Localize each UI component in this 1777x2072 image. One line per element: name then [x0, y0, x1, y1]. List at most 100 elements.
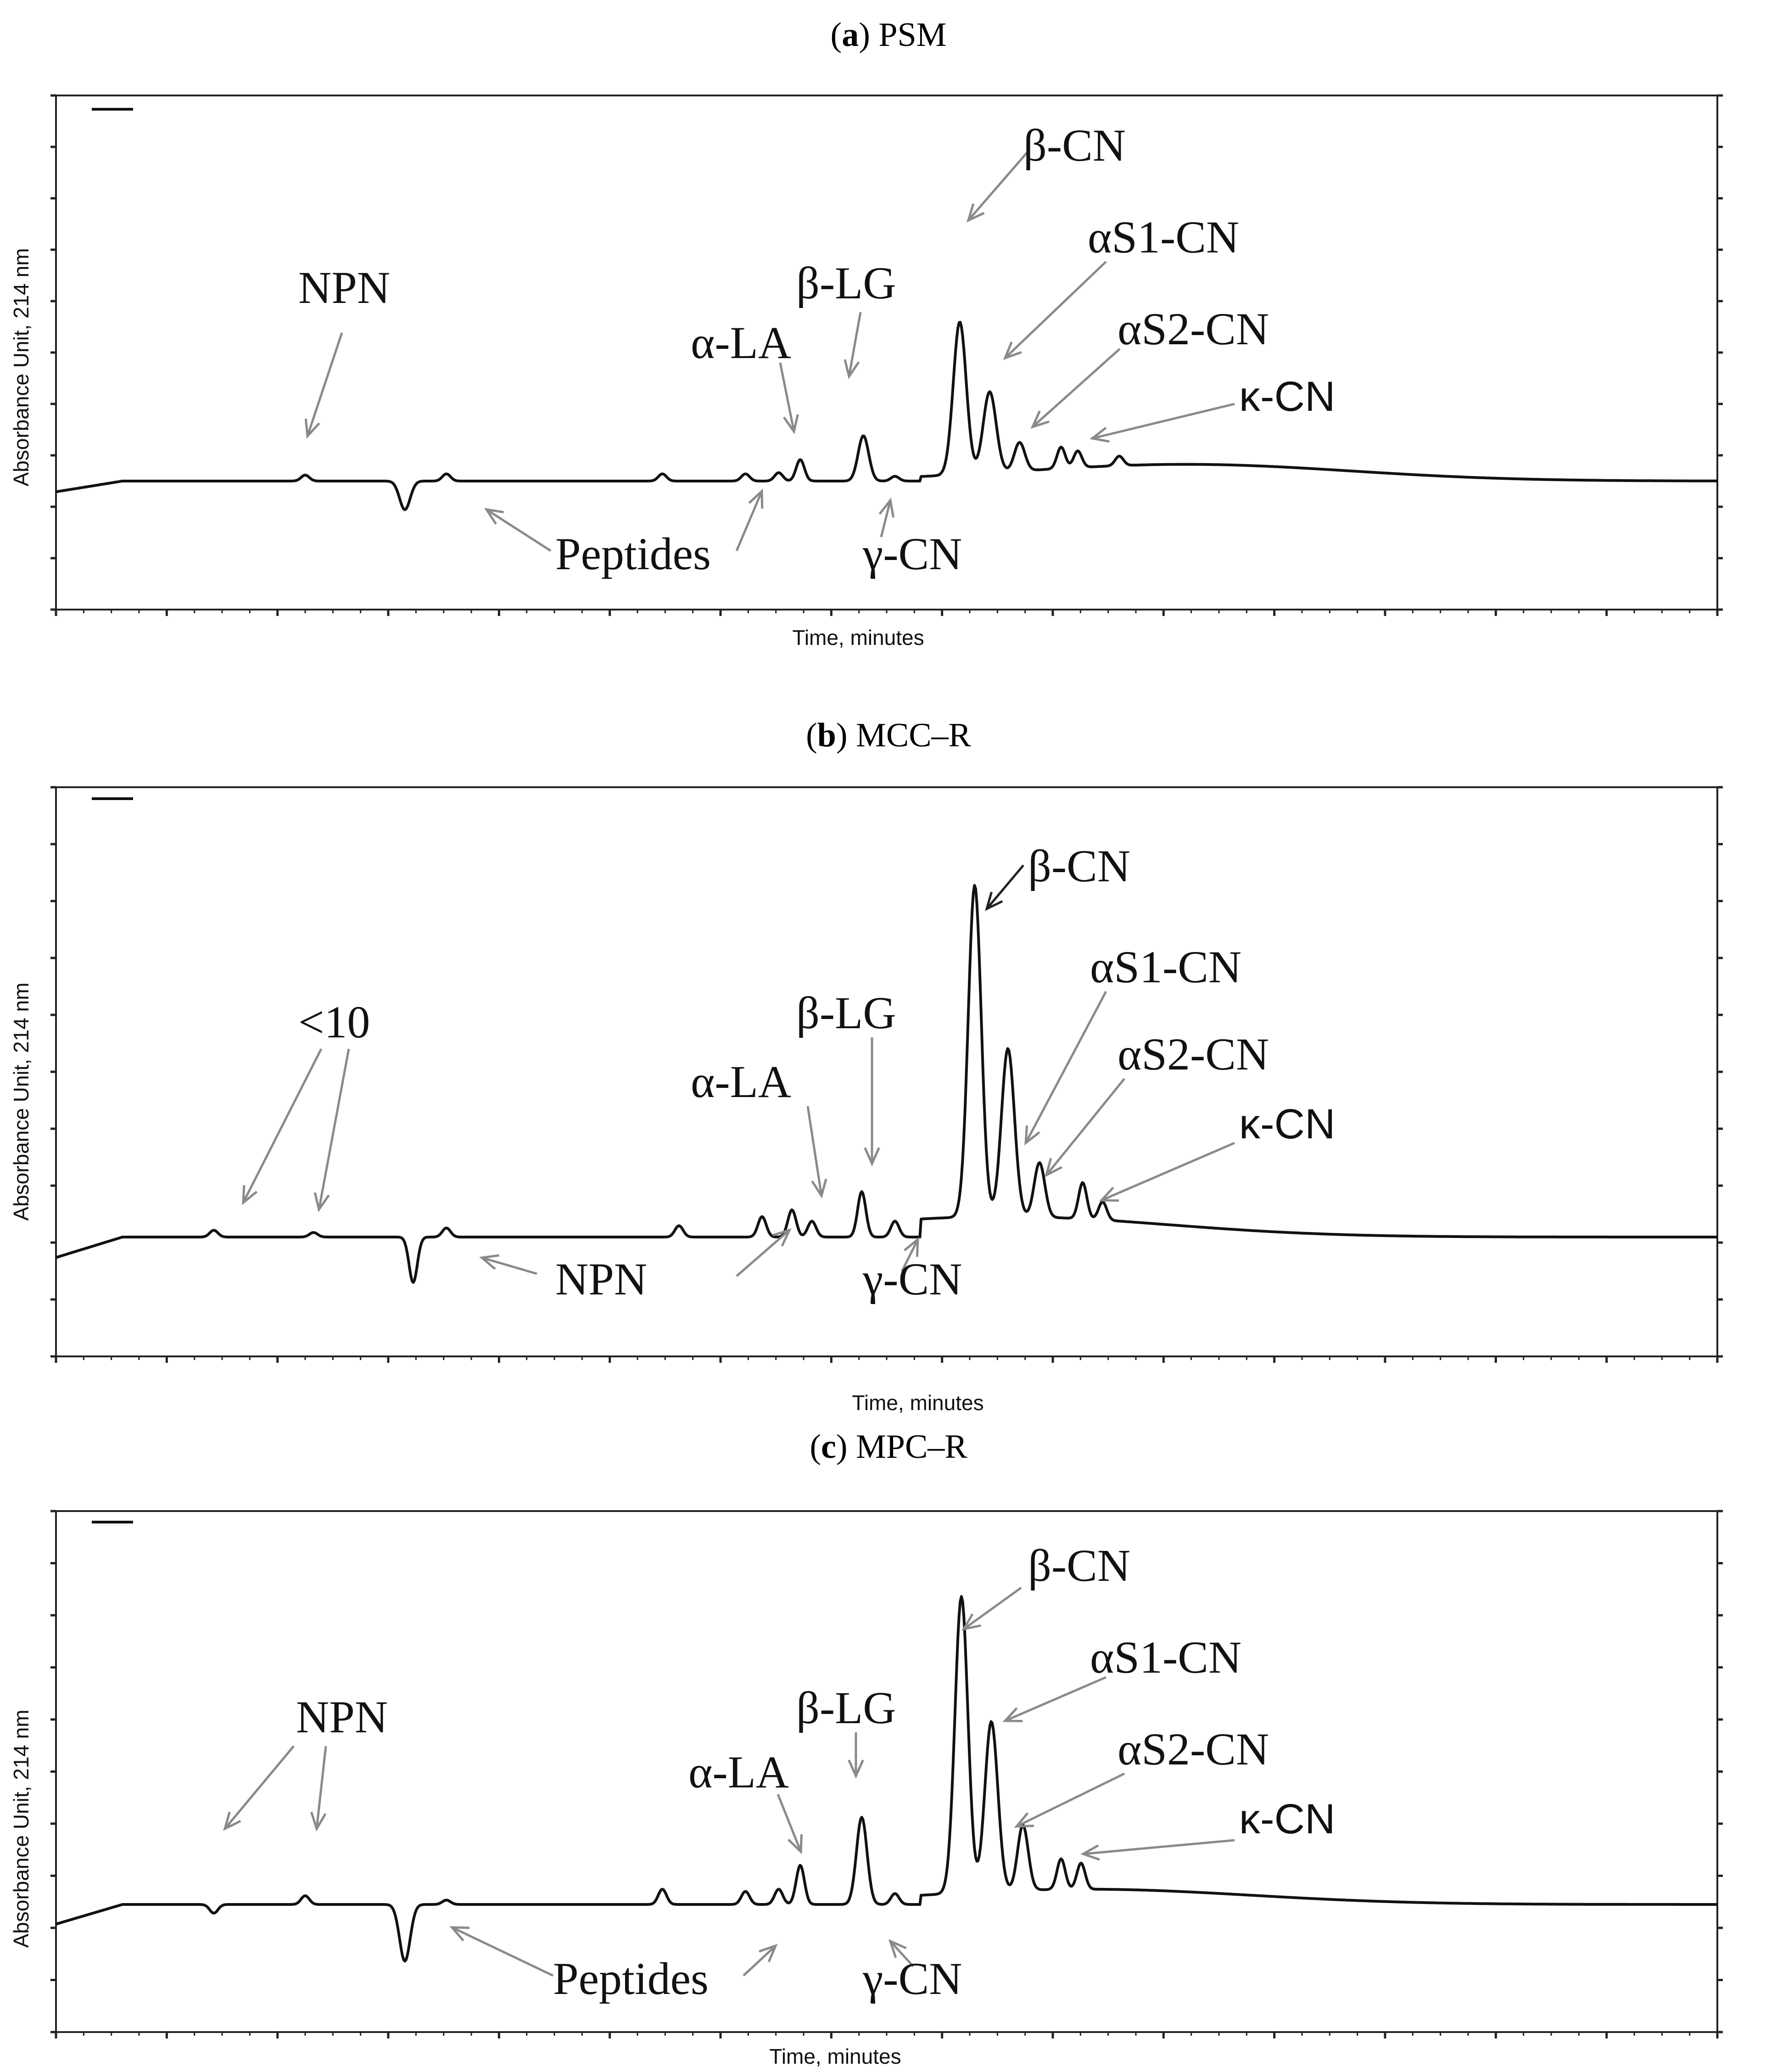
- annotation-arrow: [315, 1746, 327, 1829]
- annotation-arrow: [1004, 261, 1107, 359]
- label-beta-cn: β-CN: [1028, 1540, 1130, 1591]
- label-beta-lg: β-LG: [796, 1682, 896, 1733]
- x-axis-label: Time, minutes: [792, 626, 924, 650]
- annotation-arrow: [1083, 1839, 1235, 1855]
- annotation-arrowhead: [748, 488, 764, 509]
- annotation-arrow: [848, 312, 862, 377]
- annotation-arrow: [318, 1048, 350, 1210]
- annotation-arrowhead: [961, 1613, 981, 1631]
- annotation-arrowhead: [759, 1943, 778, 1962]
- annotation-arrowhead: [1080, 1844, 1100, 1861]
- label-npn: NPN: [298, 262, 390, 313]
- label-as1-cn: αS1-CN: [1090, 941, 1241, 992]
- label-gamma-cn: γ-CN: [862, 1254, 962, 1305]
- annotation-arrows: [304, 151, 1235, 552]
- label-kappa-cn: κ-CN: [1239, 1796, 1336, 1842]
- label-as2-cn: αS2-CN: [1118, 1724, 1269, 1775]
- label-peptides: Peptides: [553, 1953, 709, 2004]
- label-beta-cn: β-CN: [1028, 840, 1130, 891]
- label-npn: NPN: [296, 1691, 388, 1742]
- annotation-arrow: [1024, 991, 1107, 1144]
- label-npn: NPN: [555, 1254, 647, 1305]
- annotation-arrowhead: [787, 1834, 803, 1854]
- annotation-arrowhead: [878, 498, 895, 518]
- annotation-arrowhead: [479, 1254, 499, 1270]
- axis-ticks: [50, 1510, 1723, 2038]
- annotation-arrow: [1045, 1078, 1125, 1176]
- panel-c-name: MPC–R: [856, 1428, 967, 1466]
- annotation-arrowhead: [223, 1811, 241, 1831]
- panel-c-title: (c) MPC–R: [810, 1428, 967, 1466]
- annotation-arrowhead: [1024, 1125, 1040, 1146]
- annotation-arrowhead: [449, 1926, 470, 1942]
- annotation-arrow: [451, 1926, 554, 1977]
- panel-a-name: PSM: [878, 16, 947, 54]
- annotation-arrowhead: [1090, 426, 1110, 443]
- annotation-arrows: [223, 1586, 1235, 1977]
- annotation-arrow: [1032, 348, 1121, 428]
- annotation-arrow: [1101, 1142, 1235, 1202]
- annotation-arrow: [880, 500, 892, 538]
- annotation-arrowhead: [1014, 1812, 1034, 1828]
- annotation-arrowhead: [844, 359, 860, 380]
- annotation-arrow: [743, 1945, 777, 1977]
- annotation-arrowhead: [888, 1939, 907, 1958]
- annotation-arrow: [1092, 403, 1235, 440]
- annotation-arrowhead: [242, 1185, 258, 1205]
- y-axis-label: Absorbance Unit, 214 nm: [9, 248, 33, 486]
- annotation-arrowhead: [484, 508, 504, 525]
- axis-ticks: [50, 94, 1723, 616]
- x-axis-label: Time, minutes: [852, 1391, 983, 1415]
- y-axis-label: Absorbance Unit, 214 nm: [9, 1709, 33, 1948]
- y-axis-label-text: Absorbance Unit, 214 nm: [9, 1709, 33, 1948]
- label-beta-lg: β-LG: [796, 258, 896, 308]
- annotation-arrowhead: [966, 203, 985, 223]
- label-as2-cn: αS2-CN: [1118, 303, 1269, 354]
- annotation-arrowhead: [782, 414, 799, 435]
- annotation-arrow: [967, 151, 1029, 221]
- annotation-arrow: [963, 1586, 1022, 1630]
- label-alpha-la: α-LA: [691, 317, 791, 368]
- annotation-arrowhead: [864, 1147, 880, 1167]
- annotation-arrowhead: [1030, 410, 1050, 429]
- label-peptides: Peptides: [555, 528, 711, 579]
- annotation-arrowhead: [904, 1237, 919, 1257]
- annotation-arrow: [900, 1238, 919, 1272]
- label-alpha-la: α-LA: [688, 1747, 789, 1798]
- annotation-arrowhead: [985, 891, 1003, 911]
- annotation-arrow: [1005, 1676, 1106, 1722]
- annotation-arrow: [889, 1940, 914, 1967]
- label-as1-cn: αS1-CN: [1090, 1632, 1241, 1683]
- chart-panel-c: Absorbance Unit, 214 nm NPN α-LA β-LG β-…: [9, 1510, 1723, 2068]
- annotation-arrow: [224, 1745, 295, 1830]
- label-gamma-cn: γ-CN: [862, 1953, 962, 2004]
- annotation-arrow: [486, 508, 552, 552]
- panel-a-title: (a) PSM: [830, 16, 947, 54]
- annotation-arrowhead: [304, 418, 320, 439]
- annotation-arrowhead: [1002, 1707, 1023, 1722]
- label-alpha-la: α-LA: [691, 1056, 791, 1107]
- axis-ticks: [50, 786, 1723, 1363]
- panel-c-letter: c: [821, 1428, 836, 1466]
- chart-panel-b: Absorbance Unit, 214 nm <10 α-LA β-LG β-…: [9, 786, 1723, 1415]
- annotation-arrow: [735, 491, 763, 551]
- panel-b-name: MCC–R: [856, 717, 971, 754]
- label-as1-cn: αS1-CN: [1088, 212, 1239, 263]
- annotation-arrow: [736, 1229, 790, 1277]
- annotation-arrowhead: [811, 1178, 827, 1199]
- y-axis-label: Absorbance Unit, 214 nm: [9, 982, 33, 1221]
- chromatogram-trace: [56, 1595, 1718, 1963]
- annotation-arrow: [779, 362, 795, 432]
- annotation-arrowhead: [772, 1228, 792, 1247]
- annotation-arrowhead: [848, 1759, 864, 1779]
- label-less-than-10: <10: [298, 997, 370, 1047]
- annotation-arrowhead: [313, 1192, 330, 1213]
- annotation-arrowhead: [310, 1812, 327, 1832]
- y-axis-label-text: Absorbance Unit, 214 nm: [9, 248, 33, 486]
- panel-b-title: (b) MCC–R: [806, 717, 971, 754]
- label-beta-cn: β-CN: [1023, 120, 1126, 171]
- annotation-labels: NPN α-LA β-LG β-CN αS1-CN αS2-CN κ-CN Pe…: [296, 1540, 1336, 2004]
- panel-b-letter: b: [817, 717, 836, 754]
- y-axis-label-text: Absorbance Unit, 214 nm: [9, 982, 33, 1221]
- label-kappa-cn: κ-CN: [1239, 1101, 1336, 1148]
